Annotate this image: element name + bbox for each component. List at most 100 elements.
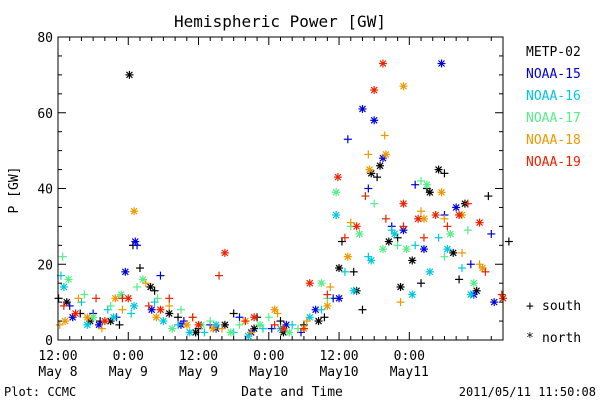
- south-data-point: [349, 267, 358, 276]
- x-tick-date: May10: [319, 365, 358, 380]
- y-tick-label: 0: [45, 334, 53, 349]
- south-data-point: [174, 320, 183, 329]
- south-data-point: [323, 290, 332, 299]
- north-data-point: [449, 248, 458, 257]
- north-data-point: [490, 298, 499, 307]
- north-data-point: [109, 313, 118, 322]
- north-data-point: [408, 290, 417, 299]
- south-data-point: [358, 305, 367, 314]
- y-axis-ticks: 0 20 40 60 80: [37, 31, 503, 349]
- north-data-point: [323, 301, 332, 310]
- south-data-point: [241, 317, 250, 326]
- south-data-point: [417, 279, 426, 288]
- south-data-point: [133, 282, 142, 291]
- south-data-point: [156, 271, 165, 280]
- south-data-point: [153, 294, 162, 303]
- north-data-point: [332, 211, 341, 220]
- south-data-point: [144, 301, 153, 310]
- north-data-point: [376, 161, 385, 170]
- south-data-point: [380, 131, 389, 140]
- south-data-point: [200, 328, 209, 337]
- south-data-point: [74, 294, 83, 303]
- south-data-point: [299, 324, 308, 333]
- x-tick-time: 0:00: [113, 349, 144, 364]
- south-data-point: [458, 248, 467, 257]
- north-data-point: [305, 313, 314, 322]
- north-data-point: [256, 320, 265, 329]
- legend: METP-02 NOAA-15 NOAA-16 NOAA-17 NOAA-18 NOAA-…: [526, 45, 581, 170]
- north-data-point: [408, 256, 417, 265]
- south-data-point: [165, 301, 174, 310]
- north-data-point: [226, 328, 235, 337]
- x-tick-date: May 9: [179, 365, 218, 380]
- north-data-point: [61, 317, 70, 326]
- x-tick-time: 12:00: [319, 349, 358, 364]
- north-data-point: [83, 320, 92, 329]
- south-data-point: [396, 298, 405, 307]
- south-data-point: [276, 317, 285, 326]
- north-data-point: [83, 313, 92, 322]
- south-data-point: [381, 214, 390, 223]
- north-data-point: [419, 245, 428, 254]
- south-data-point: [106, 301, 115, 310]
- south-data-point: [487, 229, 496, 238]
- legend-entry: NOAA-19: [526, 155, 581, 170]
- south-data-point: [55, 320, 64, 329]
- legend-entry: METP-02: [526, 45, 581, 60]
- south-data-point: [434, 233, 443, 242]
- north-data-point: [370, 116, 379, 125]
- south-data-point: [343, 135, 352, 144]
- north-data-point: [399, 82, 408, 91]
- south-data-point: [54, 294, 63, 303]
- north-data-point: [159, 317, 168, 326]
- south-data-point: [141, 279, 150, 288]
- north-data-point: [279, 324, 288, 333]
- north-data-point: [194, 320, 203, 329]
- south-data-point: [440, 214, 449, 223]
- north-data-point: [146, 282, 155, 291]
- south-data-point: [264, 313, 273, 322]
- north-data-point: [443, 245, 452, 254]
- south-data-point: [58, 252, 67, 261]
- north-data-point: [317, 279, 326, 288]
- north-marker-label: north: [542, 331, 581, 346]
- south-data-point: [361, 192, 370, 201]
- north-data-point: [425, 267, 434, 276]
- north-data-point: [378, 59, 387, 68]
- y-tick-label: 80: [37, 31, 53, 46]
- north-data-point: [168, 324, 177, 333]
- north-data-point: [434, 165, 443, 174]
- south-data-point: [393, 241, 402, 250]
- north-data-point: [185, 328, 194, 337]
- south-data-point: [150, 286, 159, 295]
- north-data-point: [472, 286, 481, 295]
- north-data-point: [452, 203, 461, 212]
- north-data-point: [446, 229, 455, 238]
- north-data-point: [100, 317, 109, 326]
- legend-entry: NOAA-18: [526, 133, 581, 148]
- north-data-point: [94, 320, 103, 329]
- north-data-point: [381, 150, 390, 159]
- x-axis-label: Date and Time: [241, 385, 343, 400]
- north-data-point: [422, 180, 431, 189]
- south-data-point: [455, 275, 464, 284]
- north-data-point: [455, 211, 464, 220]
- north-data-point: [332, 188, 341, 197]
- north-data-point: [305, 279, 314, 288]
- north-data-point: [147, 305, 156, 314]
- north-data-point: [466, 290, 475, 299]
- north-data-point: [358, 104, 367, 113]
- north-data-point: [352, 222, 361, 231]
- north-data-point: [59, 282, 68, 291]
- south-data-point: [92, 294, 101, 303]
- north-data-point: [156, 305, 165, 314]
- south-data-point: [320, 313, 329, 322]
- south-data-point: [373, 173, 382, 182]
- legend-entry: NOAA-16: [526, 89, 581, 104]
- south-data-point: [235, 320, 244, 329]
- south-data-point: [188, 313, 197, 322]
- north-data-point: [399, 199, 408, 208]
- north-data-point: [414, 214, 423, 223]
- south-data-point: [165, 294, 174, 303]
- south-data-point: [235, 313, 244, 322]
